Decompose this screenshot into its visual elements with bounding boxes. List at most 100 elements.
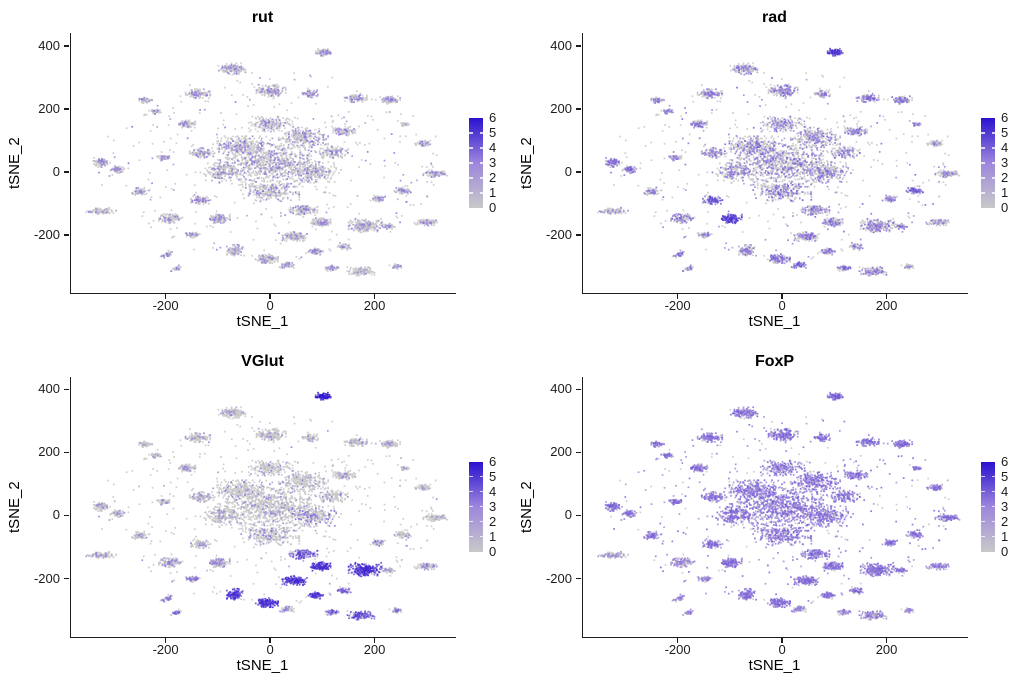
colorbar-notch (981, 192, 985, 194)
y-tick-mark (64, 451, 69, 454)
colorbar-tick-label: 6 (489, 110, 497, 125)
colorbar-tick-label: 0 (1001, 200, 1009, 215)
feature-panel-vglut: VGlut tSNE_2 tSNE_1 -200 0 200 400 200 0 -200 6… (0, 344, 512, 687)
y-tick-label: 400 (38, 381, 60, 397)
panel-title: rut (251, 9, 274, 26)
plot-area (582, 33, 968, 294)
colorbar-notch (479, 505, 483, 508)
colorbar-notch (469, 192, 473, 194)
y-tick-label: -200 (545, 227, 572, 242)
x-tick-label: 200 (875, 641, 898, 657)
colorbar-notch (479, 162, 483, 164)
y-tick-label: 0 (52, 507, 60, 523)
x-tick-label: 0 (266, 298, 274, 313)
colorbar-tick-label: 6 (1001, 110, 1009, 125)
x-tick-mark (373, 294, 376, 299)
colorbar-notch (469, 505, 473, 508)
x-axis-label: tSNE_1 (236, 313, 289, 330)
y-tick-mark (576, 171, 581, 173)
feature-panel-rad: rad tSNE_2 tSNE_1 -200 0 200 400 200 0 -200 6 5 4… (512, 0, 1024, 343)
x-tick-label: -200 (152, 298, 179, 313)
y-axis-label: tSNE_2 (518, 480, 535, 533)
colorbar-tick-label: 5 (1001, 468, 1009, 484)
x-axis-label: tSNE_1 (748, 656, 801, 674)
plot-area (70, 33, 456, 294)
x-tick-label: 200 (363, 298, 386, 313)
colorbar-tick-label: 2 (489, 513, 497, 529)
x-tick-label: 0 (778, 641, 786, 657)
colorbar-tick-label: 0 (489, 200, 497, 215)
colorbar-notch (981, 132, 985, 134)
x-tick-mark (164, 294, 167, 299)
colorbar-tick-label: 1 (1001, 528, 1009, 544)
colorbar-tick-label: 3 (1001, 498, 1009, 514)
colorbar-notch (991, 162, 995, 164)
colorbar-tick-label: 0 (1001, 543, 1009, 559)
colorbar-tick-label: 4 (1001, 140, 1009, 155)
y-tick-mark (64, 514, 69, 517)
colorbar-tick-label: 2 (489, 170, 497, 185)
colorbar-notch (479, 147, 483, 149)
x-tick-label: -200 (152, 641, 179, 657)
colorbar-tick-label: 2 (1001, 170, 1009, 185)
panel-title: VGlut (241, 352, 284, 370)
y-tick-label: 200 (550, 444, 572, 460)
colorbar-tick-label: 3 (489, 498, 497, 514)
feature-panel-rut: rut tSNE_2 tSNE_1 -200 0 200 400 200 0 -200 6 5 4… (0, 0, 512, 343)
colorbar-notch (981, 520, 985, 523)
y-tick-mark (64, 388, 69, 391)
y-tick-label: -200 (33, 570, 60, 586)
expression-colorbar (469, 461, 483, 552)
colorbar-notch (991, 475, 995, 478)
y-tick-mark (576, 514, 581, 517)
x-axis-label: tSNE_1 (748, 313, 801, 330)
expression-colorbar (469, 118, 483, 208)
colorbar-tick-label: 2 (1001, 513, 1009, 529)
panel-title: rad (762, 9, 787, 26)
y-tick-label: -200 (545, 570, 572, 586)
plot-area (582, 376, 968, 638)
y-tick-mark (576, 45, 581, 47)
y-tick-mark (576, 577, 581, 580)
scatter-canvas-foxp (583, 376, 968, 637)
scatter-canvas-rut (71, 33, 456, 293)
plot-area (70, 376, 456, 638)
x-tick-mark (781, 294, 783, 299)
y-tick-label: 400 (550, 37, 572, 53)
x-tick-mark (885, 637, 888, 643)
colorbar-tick-label: 3 (1001, 155, 1009, 170)
x-tick-label: -200 (664, 298, 691, 313)
colorbar-notch (991, 535, 995, 538)
y-tick-label: 400 (38, 37, 60, 53)
y-axis-label: tSNE_2 (518, 137, 535, 189)
y-tick-label: 400 (550, 381, 572, 397)
colorbar-tick-label: 6 (1001, 453, 1009, 469)
x-tick-mark (373, 637, 376, 643)
panel-title: FoxP (754, 352, 795, 370)
colorbar-notch (479, 192, 483, 194)
x-axis-label: tSNE_1 (236, 656, 289, 674)
colorbar-notch (469, 177, 473, 179)
expression-colorbar (981, 461, 995, 552)
y-tick-label: 200 (550, 100, 572, 116)
y-tick-mark (64, 108, 69, 110)
colorbar-notch (981, 535, 985, 538)
y-tick-mark (576, 234, 581, 236)
x-tick-mark (269, 294, 271, 299)
y-axis-label: tSNE_2 (6, 480, 23, 533)
x-tick-mark (885, 294, 888, 299)
colorbar-notch (479, 177, 483, 179)
colorbar-notch (981, 490, 985, 493)
x-tick-mark (164, 637, 167, 643)
y-tick-label: 0 (52, 163, 60, 179)
colorbar-tick-label: 0 (489, 543, 497, 559)
x-tick-label: 200 (875, 298, 898, 313)
y-tick-label: 200 (38, 100, 60, 116)
scatter-canvas-rad (583, 33, 968, 293)
y-tick-mark (64, 234, 69, 236)
colorbar-tick-label: 4 (489, 140, 497, 155)
y-axis-label: tSNE_2 (6, 137, 23, 189)
colorbar-notch (991, 177, 995, 179)
y-tick-mark (576, 108, 581, 110)
